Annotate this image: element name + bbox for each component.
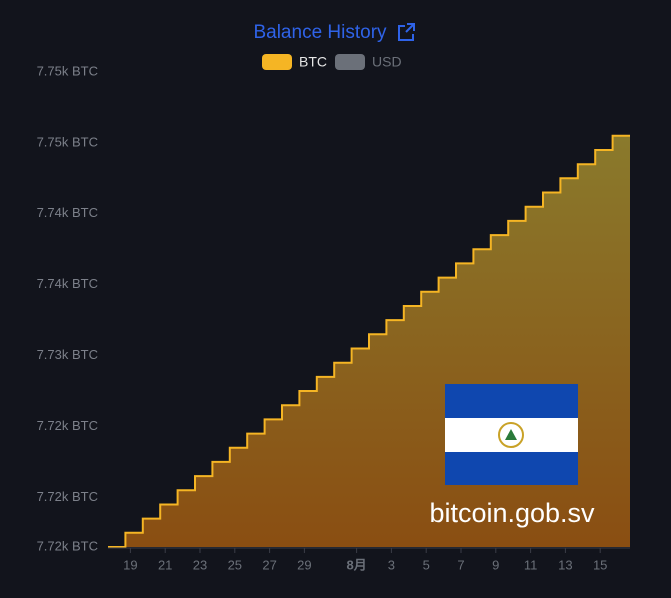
legend-swatch [262,54,292,70]
y-tick-label: 7.72k BTC [37,489,98,504]
y-tick-label: 7.74k BTC [37,276,98,291]
x-tick-label: 3 [388,557,395,572]
legend-swatch [335,54,365,70]
y-tick-label: 7.74k BTC [37,205,98,220]
x-tick-label: 13 [558,557,572,572]
line [108,134,630,548]
x-tick-label: 27 [262,557,276,572]
x-tick-label: 15 [593,557,607,572]
y-tick-label: 7.72k BTC [37,538,98,553]
external-link-icon[interactable] [398,23,415,41]
x-tick-label: 29 [297,557,311,572]
x-tick-label: 19 [123,557,137,572]
x-tick-label: 7 [457,557,464,572]
y-tick-label: 7.75k BTC [37,134,98,149]
watermark: bitcoin.gob.sv [429,498,595,528]
chart-title[interactable]: Balance History [253,22,387,43]
y-tick-label: 7.73k BTC [37,347,98,362]
x-tick-label: 5 [423,557,430,572]
x-tick-label: 25 [228,557,242,572]
x-tick-label: 21 [158,557,172,572]
legend-label: BTC [299,54,327,70]
legend-label: USD [372,54,402,70]
x-tick-label: 8月 [346,557,366,572]
x-tick-label: 11 [524,557,538,572]
y-tick-label: 7.72k BTC [37,418,98,433]
y-tick-label: 7.75k BTC [37,63,98,78]
x-tick-label: 23 [193,557,207,572]
x-tick-label: 9 [492,557,499,572]
flag [445,384,578,485]
